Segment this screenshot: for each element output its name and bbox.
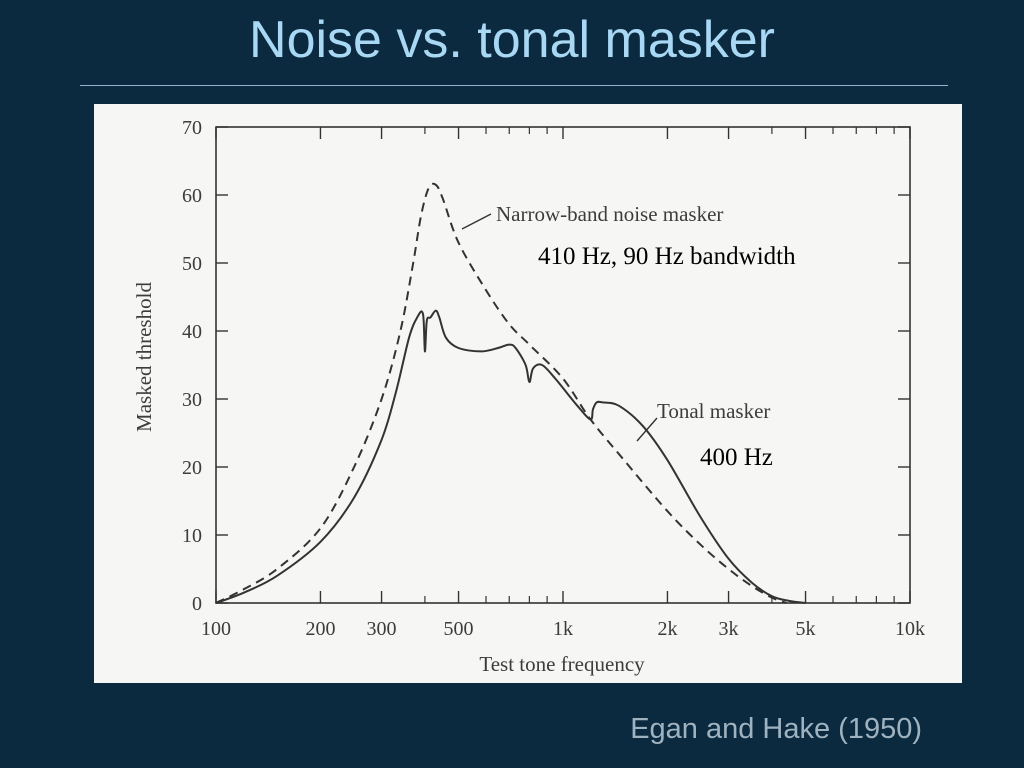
x-tick-label: 500 — [444, 618, 474, 640]
x-tick-label: 5k — [796, 618, 816, 640]
figure-panel: 0 10 20 30 40 50 60 70 100 200 300 500 1k 2k 3k 5k 10k T… — [94, 104, 962, 683]
x-tick-label: 10k — [895, 618, 925, 640]
y-tick-label: 40 — [182, 321, 202, 343]
tonal-masker-curve — [215, 309, 806, 604]
x-tick-label: 100 — [201, 618, 231, 640]
y-tick-label: 10 — [182, 525, 202, 547]
y-tick-label: 50 — [182, 253, 202, 275]
y-tick-label: 20 — [182, 457, 202, 479]
annotation-tonal-masker: Tonal masker — [657, 399, 770, 423]
annotation-leader-noise — [461, 213, 492, 230]
plot-frame — [215, 126, 911, 604]
x-axis-title: Test tone frequency — [479, 652, 645, 676]
y-axis-title: Masked threshold — [132, 282, 156, 432]
noise-masker-curve — [215, 182, 787, 604]
annotation-tonal-frequency: 400 Hz — [700, 444, 773, 471]
x-tick-label: 1k — [553, 618, 573, 640]
citation: Egan and Hake (1950) — [630, 713, 922, 745]
title-divider — [80, 85, 948, 86]
masking-chart: 0 10 20 30 40 50 60 70 100 200 300 500 1k 2k 3k 5k 10k T… — [132, 117, 925, 676]
y-tick-label: 30 — [182, 389, 202, 411]
y-tick-label: 60 — [182, 185, 202, 207]
annotation-noise-params: 410 Hz, 90 Hz bandwidth — [538, 243, 796, 270]
x-tick-label: 3k — [719, 618, 739, 640]
x-tick-label: 2k — [657, 618, 677, 640]
y-tick-label: 70 — [182, 117, 202, 139]
slide-title: Noise vs. tonal masker — [249, 11, 775, 69]
annotation-leader-tonal — [636, 417, 658, 442]
x-tick-label: 200 — [305, 618, 335, 640]
x-tick-label: 300 — [367, 618, 397, 640]
annotation-noise-masker: Narrow-band noise masker — [496, 202, 723, 226]
y-tick-label: 0 — [192, 593, 202, 615]
